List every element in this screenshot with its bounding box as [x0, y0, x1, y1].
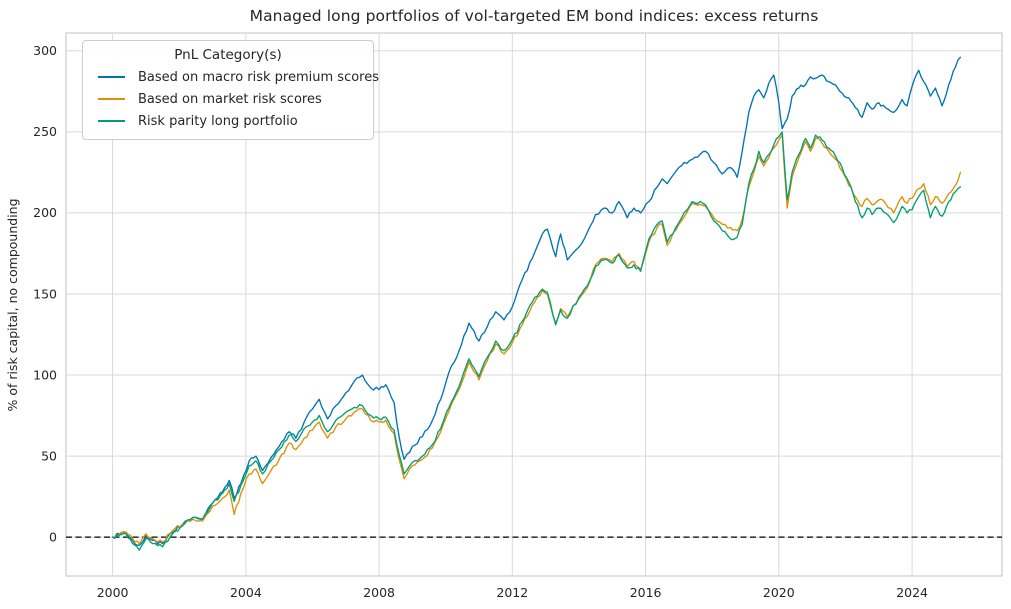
x-tick-label: 2020 [763, 585, 795, 600]
x-tick-label: 2016 [630, 585, 662, 600]
y-tick-label: 200 [33, 205, 57, 220]
y-tick-label: 0 [49, 529, 57, 544]
x-tick-label: 2008 [363, 585, 395, 600]
legend-title: PnL Category(s) [174, 47, 282, 63]
legend: PnL Category(s) Based on macro risk prem… [82, 40, 379, 140]
y-tick-label: 100 [33, 367, 57, 382]
legend-item-label: Based on market risk scores [138, 91, 322, 107]
legend-line-swatch [98, 98, 125, 100]
series-line-1 [111, 134, 962, 545]
legend-item: Based on market risk scores [91, 88, 365, 110]
x-tick-label: 2024 [896, 585, 928, 600]
y-tick-label: 50 [41, 448, 57, 463]
y-axis-label: % of risk capital, no compounding [5, 198, 20, 411]
x-tick-label: 2000 [97, 585, 129, 600]
series-line-2 [111, 131, 962, 551]
x-tick-label: 2012 [496, 585, 528, 600]
legend-item: Risk parity long portfolio [91, 110, 365, 132]
y-tick-label: 300 [33, 43, 57, 58]
y-tick-label: 250 [33, 124, 57, 139]
legend-item: Based on macro risk premium scores [91, 66, 379, 88]
x-tick-label: 2004 [230, 585, 262, 600]
legend-line-swatch [98, 120, 125, 122]
legend-item-label: Risk parity long portfolio [138, 113, 298, 129]
legend-item-label: Based on macro risk premium scores [138, 69, 380, 85]
series-line-0 [111, 56, 962, 546]
chart-title: Managed long portfolios of vol-targeted … [249, 7, 819, 25]
legend-line-swatch [98, 76, 125, 78]
y-tick-label: 150 [33, 286, 57, 301]
